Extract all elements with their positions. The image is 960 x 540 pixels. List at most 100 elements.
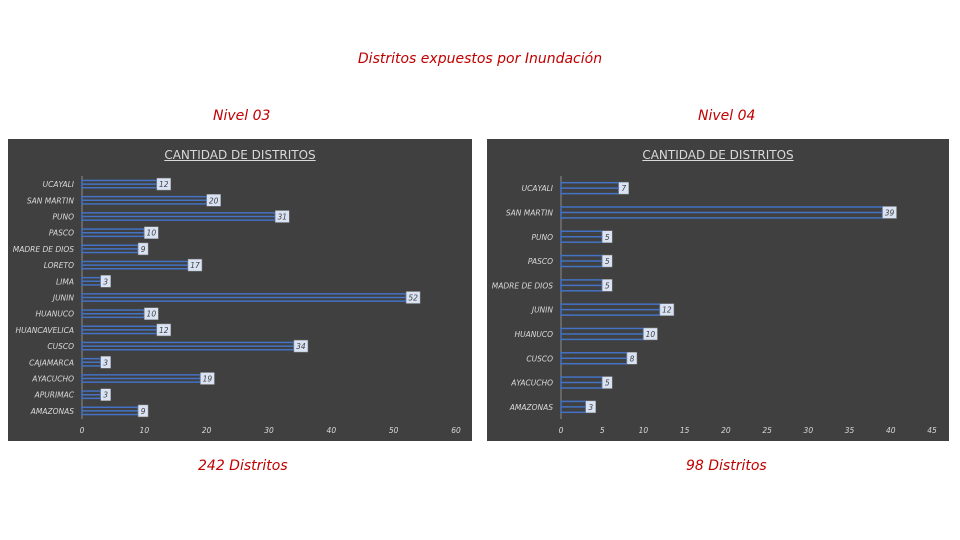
data-label-box-puno [601, 230, 613, 243]
right-bar-chart: UCAYALI 7 SAN MARTIN 39 PUNO 5 PASCO 5 MADRE DE … [492, 176, 937, 435]
data-label-box-san-martin [882, 206, 897, 219]
data-label-loreto: 17 [190, 261, 200, 270]
right-level-label: Nivel 04 [698, 108, 756, 124]
data-label-box-ucayali [618, 181, 629, 195]
x-tick-label-30: 30 [264, 426, 274, 435]
data-label-box-madre-de-dios [601, 279, 613, 292]
right-chart-panel: CANTIDAD DE DISTRITOS UCAYALI 7 SAN MARTIN… [487, 139, 949, 441]
category-label-ucayali: UCAYALI [522, 184, 554, 193]
data-label-box-pasco [144, 226, 159, 239]
category-label-ayacucho: AYACUCHO [510, 379, 553, 388]
x-tick-label-15: 15 [680, 426, 690, 435]
data-label-huanuco: 10 [147, 310, 157, 319]
data-label-box-san-martin [206, 194, 221, 207]
data-label-junin: 12 [662, 306, 672, 315]
data-label-box-apurimac [100, 388, 111, 401]
data-label-puno: 5 [605, 233, 610, 242]
data-label-box-madre-de-dios [137, 242, 149, 256]
x-tick-label-40: 40 [886, 426, 896, 435]
category-label-madre-de-dios: MADRE DE DIOS [492, 281, 553, 290]
x-tick-label-20: 20 [721, 426, 731, 435]
x-tick-label-50: 50 [389, 426, 399, 435]
category-label-huanuco: HUANUCO [36, 310, 75, 319]
data-label-box-amazonas [585, 400, 596, 414]
x-tick-label-20: 20 [202, 426, 212, 435]
data-label-box-loreto [187, 258, 203, 272]
data-label-box-huancavelica [156, 323, 172, 337]
category-label-junin: JUNIN [530, 306, 554, 315]
data-label-box-junin [405, 291, 421, 304]
data-label-box-cusco [626, 352, 638, 365]
category-label-apurimac: APURIMAC [34, 391, 75, 400]
category-label-puno: PUNO [531, 233, 553, 242]
left-total: 242 Distritos [198, 458, 288, 474]
category-label-amazonas: AMAZONAS [30, 407, 75, 416]
data-label-ayacucho: 5 [605, 379, 610, 388]
x-tick-label-0: 0 [80, 426, 85, 435]
data-label-box-ayacucho [601, 376, 613, 389]
category-label-san-martin: SAN MARTIN [27, 196, 74, 205]
category-label-puno: PUNO [52, 213, 74, 222]
x-tick-label-30: 30 [804, 426, 814, 435]
data-label-pasco: 5 [605, 257, 610, 266]
data-label-madre-de-dios: 9 [141, 245, 146, 254]
data-label-apurimac: 3 [103, 391, 108, 400]
data-label-pasco: 10 [147, 229, 157, 238]
x-tick-label-25: 25 [762, 426, 772, 435]
category-label-lima: LIMA [56, 277, 74, 286]
category-label-cusco: CUSCO [526, 354, 553, 363]
left-chart-title: CANTIDAD DE DISTRITOS [164, 148, 316, 162]
data-label-box-huanuco [144, 307, 159, 320]
data-label-cajamarca: 3 [103, 358, 108, 367]
data-label-cusco: 8 [630, 354, 635, 363]
data-label-amazonas: 3 [588, 403, 593, 412]
data-label-box-pasco [601, 254, 613, 268]
right-total: 98 Distritos [686, 458, 767, 474]
data-label-box-cusco [293, 339, 309, 353]
x-tick-label-10: 10 [140, 426, 150, 435]
data-label-huancavelica: 12 [159, 326, 169, 335]
data-label-box-huanuco [643, 327, 658, 341]
category-label-junin: JUNIN [51, 294, 75, 303]
page-title: Distritos expuestos por Inundación [357, 51, 603, 67]
category-label-amazonas: AMAZONAS [509, 403, 554, 412]
data-label-puno: 31 [277, 213, 287, 222]
data-label-junin: 52 [408, 294, 418, 303]
data-label-huanuco: 10 [646, 330, 656, 339]
right-chart-title: CANTIDAD DE DISTRITOS [642, 148, 794, 162]
x-tick-label-10: 10 [639, 426, 649, 435]
left-level-label: Nivel 03 [213, 108, 271, 124]
data-label-ucayali: 7 [621, 184, 626, 193]
category-label-cajamarca: CAJAMARCA [29, 358, 74, 367]
category-label-san-martin: SAN MARTIN [506, 208, 553, 217]
x-tick-label-45: 45 [927, 426, 937, 435]
data-label-ucayali: 12 [159, 180, 169, 189]
x-tick-label-60: 60 [451, 426, 461, 435]
data-label-box-puno [274, 210, 290, 223]
category-label-loreto: LORETO [44, 261, 74, 270]
data-label-box-lima [100, 275, 111, 288]
category-label-ayacucho: AYACUCHO [31, 375, 74, 384]
x-tick-label-0: 0 [559, 426, 564, 435]
data-label-box-junin [659, 303, 675, 316]
category-label-madre-de-dios: MADRE DE DIOS [13, 245, 74, 254]
left-chart-panel: CANTIDAD DE DISTRITOS UCAYALI 12 SAN MARTI… [8, 139, 472, 441]
category-label-pasco: PASCO [528, 257, 553, 266]
x-tick-label-35: 35 [845, 426, 855, 435]
data-label-box-amazonas [137, 404, 149, 418]
data-label-madre-de-dios: 5 [605, 281, 610, 290]
data-label-box-cajamarca [100, 356, 111, 369]
category-label-huancavelica: HUANCAVELICA [16, 326, 75, 335]
category-label-pasco: PASCO [49, 229, 74, 238]
x-tick-label-40: 40 [327, 426, 337, 435]
category-label-cusco: CUSCO [47, 342, 74, 351]
left-bar-chart: UCAYALI 12 SAN MARTIN 20 PUNO 31 PASCO 10 MADRE … [13, 176, 461, 435]
data-label-san-martin: 39 [885, 208, 895, 217]
x-tick-label-5: 5 [600, 426, 605, 435]
data-label-cusco: 34 [296, 342, 306, 351]
data-label-amazonas: 9 [141, 407, 146, 416]
data-label-lima: 3 [103, 277, 108, 286]
data-label-san-martin: 20 [209, 196, 219, 205]
category-label-ucayali: UCAYALI [43, 180, 75, 189]
data-label-box-ayacucho [200, 372, 215, 385]
